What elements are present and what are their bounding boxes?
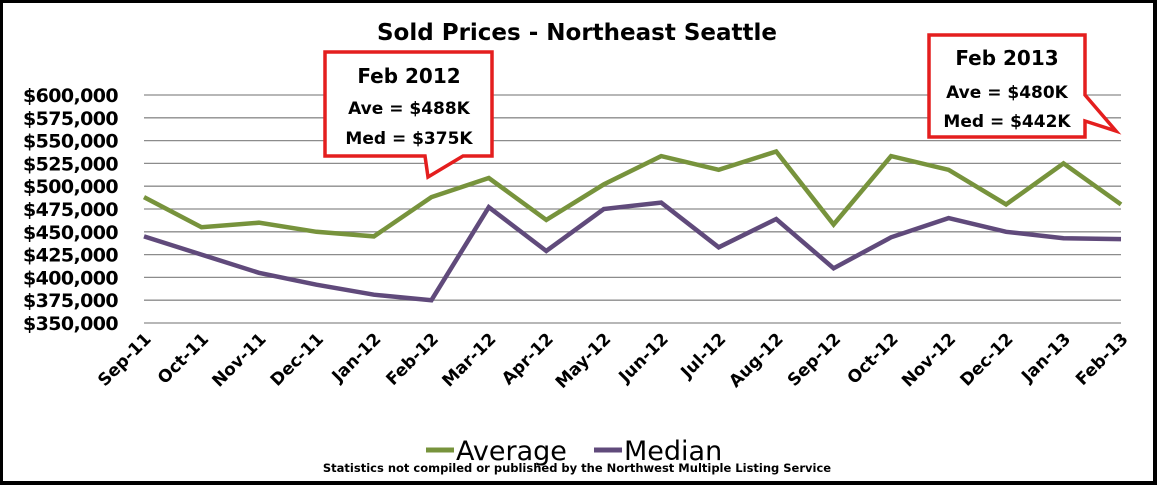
callout-feb-2012: Feb 2012 Ave = $488K Med = $375K [323,50,494,180]
y-tick-label: $600,000 [23,85,118,107]
x-tick-label: Feb-13 [1072,329,1132,389]
legend-average-label: Average [456,436,567,467]
y-tick-label: $350,000 [23,313,118,335]
y-tick-label: $500,000 [23,176,118,198]
legend: Average Median [426,436,722,467]
x-tick-label: May-12 [552,329,615,392]
callout-title: Feb 2013 [955,46,1058,70]
x-tick-label: Jan-13 [1017,329,1075,387]
x-tick-label: Sep-11 [94,329,155,390]
callout-title: Feb 2012 [357,64,460,88]
x-tick-label: Mar-12 [438,329,500,391]
x-tick-label: Oct-11 [154,329,213,388]
callout-average: Ave = $488K [348,99,471,119]
x-tick-label: Feb-12 [383,329,443,389]
x-tick-label: Dec-12 [956,329,1017,390]
x-tick-label: Jul-12 [677,329,731,383]
footnote: Statistics not compiled or published by … [323,461,831,475]
series-line-average [142,148,1123,239]
x-tick-label: Oct-12 [844,329,903,388]
chart-title: Sold Prices - Northeast Seattle [377,20,777,46]
x-tick-label: Nov-11 [208,329,270,391]
y-tick-label: $575,000 [23,108,118,130]
y-tick-label: $400,000 [23,267,118,289]
x-tick-label: Dec-11 [267,329,328,390]
x-tick-label: Nov-12 [898,329,960,391]
callout-feb-2013: Feb 2013 Ave = $480K Med = $442K [927,33,1122,139]
series-line-median [143,200,1122,303]
y-tick-label: $425,000 [23,245,118,267]
x-tick-label: Aug-12 [725,329,787,391]
callout-median: Med = $442K [943,112,1071,132]
callout-box [927,33,1122,139]
series-lines [142,148,1123,303]
callout-box [323,50,494,180]
y-axis-ticks: $600,000$575,000$550,000$525,000$500,000… [23,85,119,335]
y-tick-label: $475,000 [23,199,118,221]
callout-median: Med = $375K [345,129,473,149]
y-tick-label: $450,000 [23,222,118,244]
callout-average: Ave = $480K [946,83,1069,103]
y-tick-label: $525,000 [23,153,118,175]
x-tick-label: Sep-12 [784,329,845,390]
x-tick-label: Jun-12 [615,329,673,387]
y-tick-label: $550,000 [23,131,118,153]
y-tick-label: $375,000 [23,290,118,312]
legend-median-label: Median [624,436,722,467]
x-tick-label: Apr-12 [498,329,558,389]
x-tick-label: Jan-12 [328,329,386,387]
